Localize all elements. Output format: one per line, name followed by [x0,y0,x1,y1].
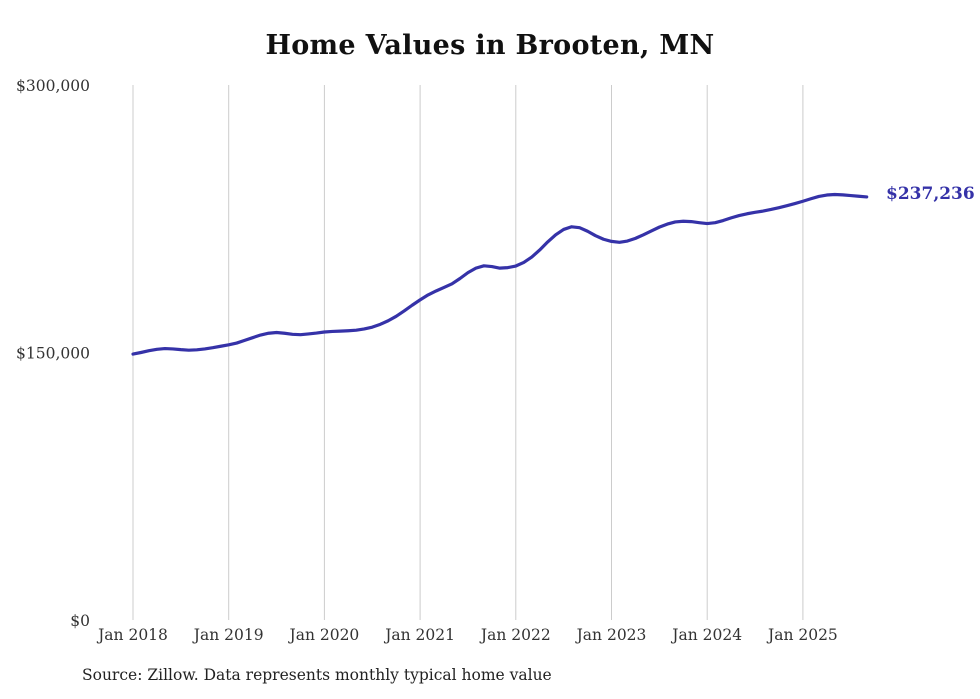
x-axis-tick-label: Jan 2018 [96,626,168,644]
x-axis-tick-label: Jan 2023 [575,626,647,644]
x-axis-tick-label: Jan 2019 [192,626,264,644]
home-value-line [131,192,869,356]
latest-value-label: $237,236 [886,184,975,204]
x-axis-tick-label: Jan 2020 [287,626,359,644]
y-axis-tick-label: $0 [70,612,90,630]
x-axis-tick-label: Jan 2021 [383,626,455,644]
y-axis-tick-label: $300,000 [16,77,90,95]
x-axis-tick-label: Jan 2025 [766,626,838,644]
chart-title: Home Values in Brooten, MN [265,30,715,61]
y-axis-tick-label: $150,000 [16,345,90,363]
x-axis-tick-label: Jan 2022 [479,626,551,644]
x-axis-tick-label: Jan 2024 [670,626,742,644]
source-note: Source: Zillow. Data represents monthly … [82,666,552,684]
